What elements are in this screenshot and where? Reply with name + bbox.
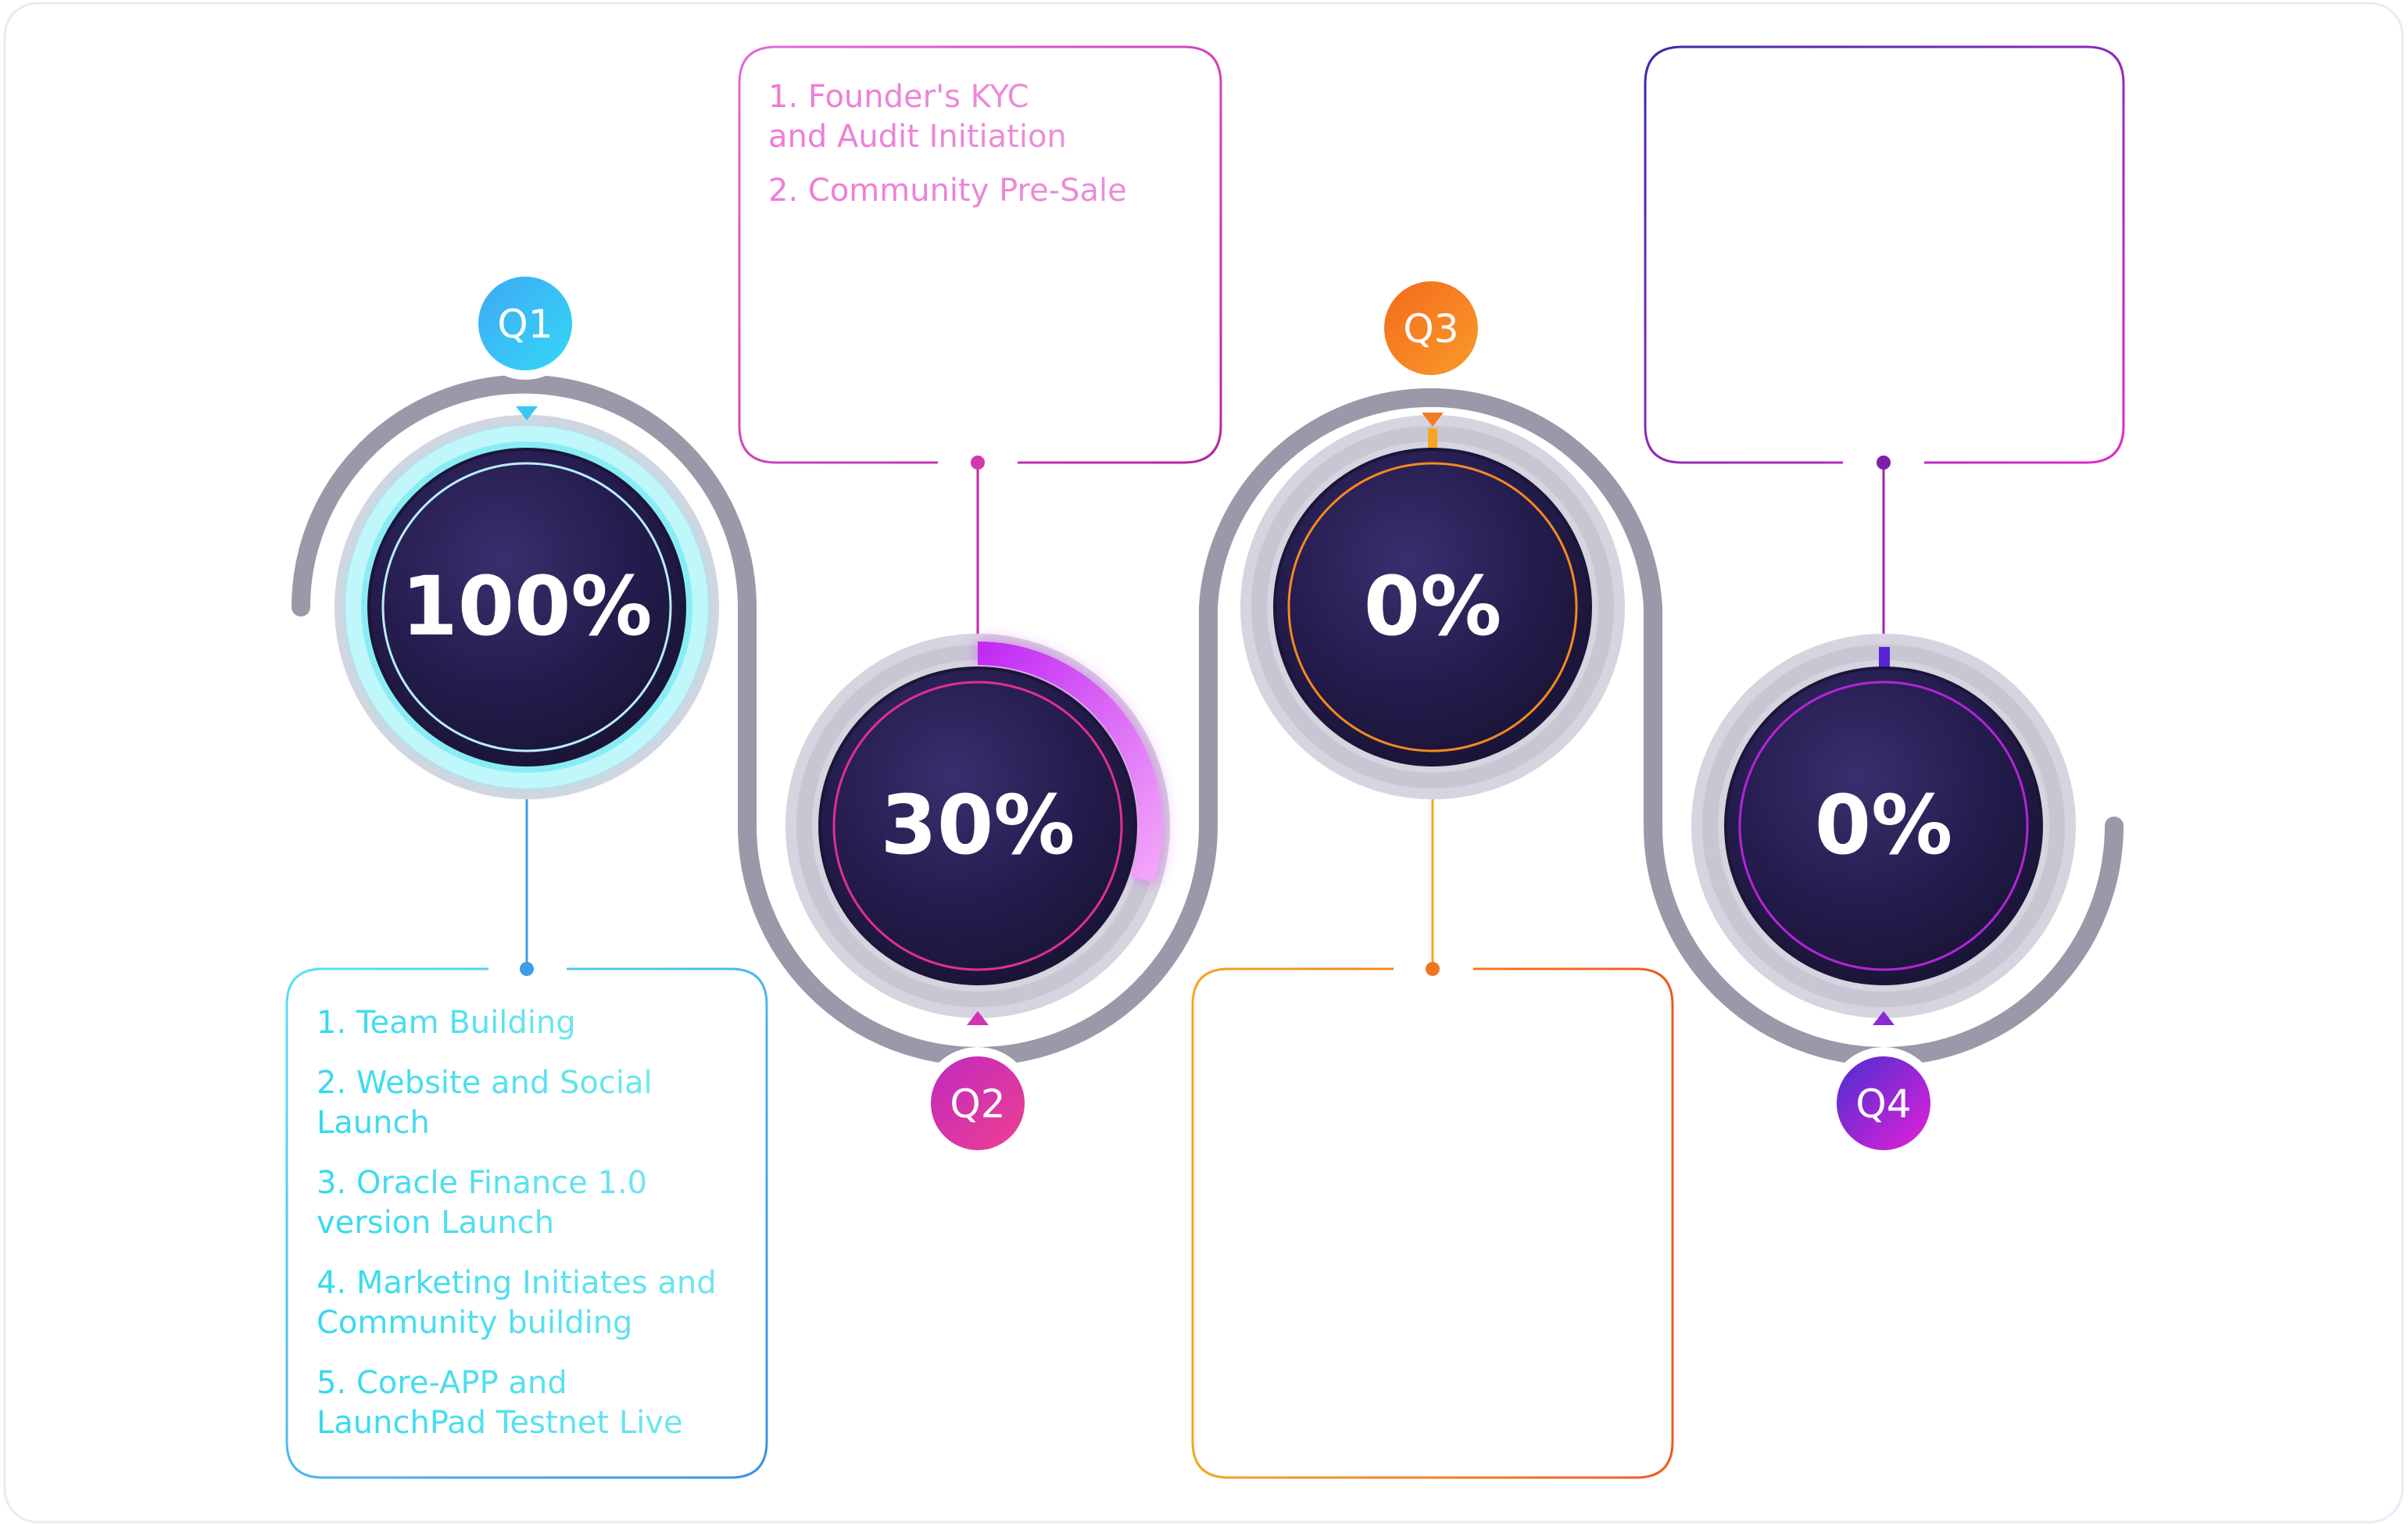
- q2-label: Q2: [950, 1081, 1005, 1127]
- q1-label: Q1: [497, 302, 553, 347]
- milestone-line: 2. Website and Social: [317, 1065, 653, 1101]
- q2-inner-ring: [832, 681, 1123, 971]
- q4-connector-dot: [1877, 456, 1891, 470]
- milestone-item: 1. Team Building: [317, 1005, 576, 1041]
- q3-label: Q3: [1403, 306, 1458, 352]
- q4-inner-ring: [1738, 681, 2029, 971]
- q3-disc: [1273, 448, 1592, 767]
- q2-progress-node: 30%: [785, 634, 1170, 1018]
- q3-progress-node: 0%: [1240, 415, 1625, 799]
- q3-connector-dot: [1426, 962, 1440, 976]
- q1-info-box: [285, 967, 768, 1479]
- q3-inner-ring: [1287, 462, 1578, 752]
- q1-milestone-list: 1. Team Building 2. Website and Social Lau…: [317, 1005, 717, 1441]
- q2-percent: 30%: [881, 777, 1075, 873]
- q2-progress-arc: [977, 641, 1162, 883]
- milestone-line: LaunchPad Testnet Live: [317, 1405, 683, 1441]
- milestone-line: 3. Oracle Finance 1.0: [317, 1165, 647, 1201]
- q4-percent: 0%: [1815, 777, 1953, 873]
- milestone-item: 2. Website and Social Launch: [317, 1065, 653, 1141]
- milestone-line: 2. Community Pre-Sale: [768, 173, 1127, 209]
- q4-disc: [1724, 667, 2043, 985]
- q2-badge: Q2: [931, 1011, 1025, 1150]
- q1-percent: 100%: [401, 559, 652, 654]
- q3-info-box: [1191, 967, 1674, 1479]
- q1-progress-node: 100%: [335, 415, 719, 799]
- q1-badge: Q1: [478, 277, 572, 420]
- q2-info-box: [738, 45, 1222, 464]
- q1-inner-ring: [381, 462, 672, 752]
- milestone-item: 1. Founder's KYC and Audit Initiation: [768, 79, 1067, 155]
- q4-label: Q4: [1855, 1081, 1911, 1127]
- q3-progress-tick: [1428, 428, 1437, 452]
- milestone-line: 1. Founder's KYC: [768, 79, 1029, 115]
- q1-disc: [367, 448, 686, 767]
- q1-connector-dot: [520, 962, 534, 976]
- milestone-item: 2. Community Pre-Sale: [768, 173, 1127, 209]
- q2-milestone-list: 1. Founder's KYC and Audit Initiation 2. C…: [768, 79, 1127, 209]
- q4-progress-node: 0%: [1691, 634, 2076, 1018]
- q1-progress-ring: [345, 426, 708, 788]
- milestone-line: Launch: [317, 1105, 430, 1141]
- milestone-item: 5. Core-APP and LaunchPad Testnet Live: [317, 1365, 683, 1441]
- q3-badge: Q3: [1384, 281, 1478, 427]
- milestone-line: and Audit Initiation: [768, 119, 1067, 155]
- milestone-item: 3. Oracle Finance 1.0 version Launch: [317, 1165, 647, 1241]
- timeline-track: [292, 374, 2124, 1066]
- q4-badge: Q4: [1837, 1011, 1930, 1150]
- q2-disc: [818, 667, 1137, 985]
- milestone-line: 1. Team Building: [317, 1005, 576, 1041]
- q3-percent: 0%: [1364, 559, 1502, 654]
- milestone-line: Community building: [317, 1305, 632, 1341]
- milestone-item: 4. Marketing Initiates and Community buil…: [317, 1265, 717, 1341]
- milestone-line: 5. Core-APP and: [317, 1365, 567, 1401]
- milestone-line: 4. Marketing Initiates and: [317, 1265, 717, 1301]
- q2-connector-dot: [971, 456, 985, 470]
- milestone-line: version Launch: [317, 1205, 554, 1241]
- q4-info-box: [1644, 45, 2125, 464]
